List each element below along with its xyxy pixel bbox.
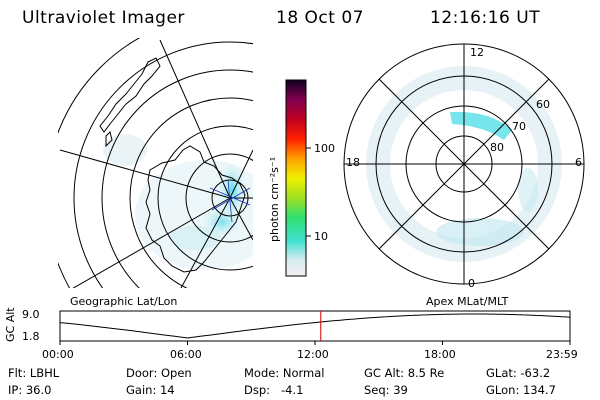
timeline-ytick-min: 1.8 [22,330,40,343]
lat-label-70: 70 [512,120,526,133]
left-panel-label: Geographic Lat/Lon [70,295,178,308]
mlt-label-18: 18 [346,156,360,169]
info-dsp: Dsp: -4.1 [244,383,304,397]
polar-dial [343,43,585,285]
right-panel-label: Apex MLat/MLT [426,295,509,308]
lat-label-60: 60 [536,98,550,111]
info-glon: GLon: 134.7 [486,383,556,397]
instrument-title: Ultraviolet Imager [22,8,185,28]
mlt-label-12: 12 [470,46,484,59]
date-label: 18 Oct 07 [276,8,364,28]
timeline-xtick: 06:00 [170,348,202,361]
aurora-oval [450,111,512,140]
colorbar-tick-10: 10 [314,230,328,243]
timeline-xtick: 18:00 [424,348,456,361]
info-filter: Flt: LBHL [8,366,60,380]
altitude-curve [59,313,571,339]
info-ip: IP: 36.0 [8,383,52,397]
info-mode: Mode: Normal [244,366,325,380]
lat-label-80: 80 [490,141,504,154]
info-seq: Seq: 39 [364,383,408,397]
colorbar-unit-label: photon cm⁻²s⁻¹ [268,156,281,242]
island-outline [99,57,161,133]
geographic-map [58,38,253,288]
info-door: Door: Open [126,366,192,380]
time-label: 12:16:16 UT [430,8,541,28]
info-gc-alt: GC Alt: 8.5 Re [364,366,445,380]
info-gain: Gain: 14 [126,383,175,397]
altitude-timeline [59,310,571,345]
mlt-label-6: 6 [575,156,582,169]
timeline-xtick: 12:00 [297,348,329,361]
info-glat: GLat: -63.2 [486,366,551,380]
timeline-xtick: 23:59 [546,348,578,361]
coastline [145,145,246,273]
mlt-label-0: 0 [468,277,475,290]
colorbar-tick-100: 100 [314,142,335,155]
timeline-ytick-max: 9.0 [22,308,40,321]
timeline-axis-label: GC Alt [4,307,17,342]
colorbar [285,79,307,277]
timeline-xtick: 00:00 [42,348,74,361]
